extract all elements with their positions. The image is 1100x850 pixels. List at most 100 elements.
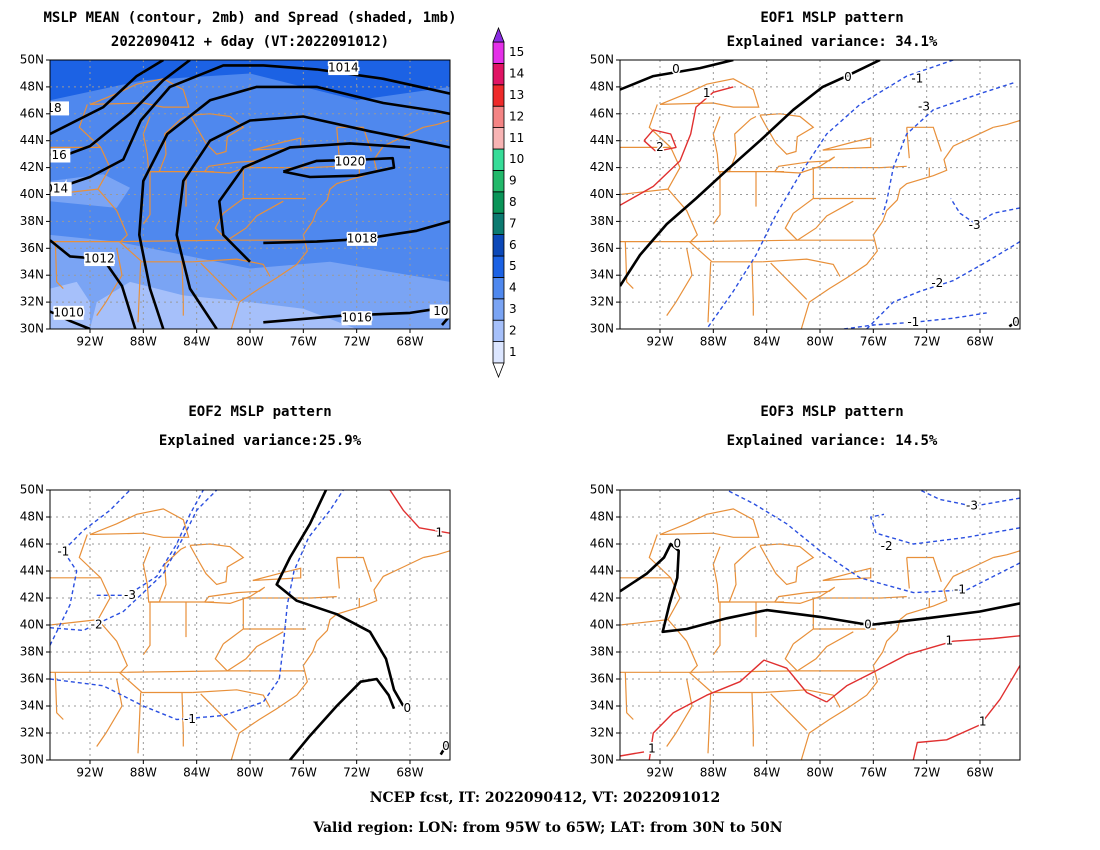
- lat-label: 46N: [20, 106, 44, 120]
- colorbar-label: 10: [509, 152, 524, 166]
- label-box: [335, 155, 365, 170]
- border: [620, 670, 875, 673]
- contour-label: 0: [442, 739, 450, 753]
- contour: [389, 490, 450, 534]
- lat-label: 38N: [590, 645, 614, 659]
- border: [252, 137, 302, 151]
- border: [624, 241, 634, 290]
- border: [50, 670, 305, 673]
- border: [648, 534, 681, 620]
- lon-label: 76W: [860, 335, 887, 349]
- lat-label: 42N: [20, 591, 44, 605]
- colorbar-swatch: [492, 276, 505, 300]
- lat-label: 34N: [20, 699, 44, 713]
- lon-label: 68W: [396, 335, 423, 349]
- footer-line: NCEP fcst, IT: 2022090412, VT: 202209101…: [370, 790, 721, 806]
- contour-label: 1: [436, 526, 444, 540]
- border: [993, 550, 1020, 559]
- contour: [439, 743, 449, 756]
- border: [423, 550, 450, 559]
- label-box: [347, 231, 377, 246]
- colorbar-swatch: [492, 212, 505, 235]
- lat-label: 32N: [590, 726, 614, 740]
- contour-label: 1016: [341, 311, 372, 325]
- lon-label: 92W: [646, 766, 673, 780]
- border: [142, 546, 187, 603]
- colorbar-label: 13: [509, 88, 524, 102]
- contour: [138, 85, 450, 329]
- border: [792, 598, 814, 645]
- contour-label: -1: [911, 71, 923, 85]
- contour: [288, 677, 396, 760]
- lon-label: 72W: [913, 335, 940, 349]
- lat-label: 32N: [590, 295, 614, 309]
- border: [620, 239, 875, 243]
- colorbar-label: 1: [509, 345, 517, 359]
- border: [770, 262, 808, 300]
- contour-label: 1: [979, 715, 987, 729]
- border: [50, 239, 305, 243]
- border: [792, 167, 814, 214]
- colorbar-label: 4: [509, 281, 517, 295]
- lat-label: 30N: [20, 322, 44, 336]
- border: [50, 619, 99, 626]
- contour-label: 0: [672, 62, 680, 76]
- colorbar-swatch: [492, 255, 505, 278]
- border: [336, 556, 372, 582]
- border: [751, 692, 754, 747]
- colorbar-swatch: [492, 127, 505, 150]
- lon-label: 72W: [913, 766, 940, 780]
- contour: [643, 129, 677, 153]
- colorbar-swatch: [492, 234, 505, 257]
- border: [189, 543, 245, 586]
- border: [97, 188, 129, 243]
- border: [688, 671, 763, 694]
- border: [667, 188, 699, 243]
- colorbar-label: 5: [509, 259, 517, 273]
- border: [97, 619, 129, 673]
- contour: [263, 307, 437, 324]
- lat-label: 40N: [20, 618, 44, 632]
- lat-label: 48N: [590, 510, 614, 524]
- contour-label: -3: [969, 218, 981, 232]
- contour-label: -3: [966, 499, 978, 513]
- lat-label: 42N: [590, 160, 614, 174]
- border: [336, 127, 340, 159]
- colorbar-label: 3: [509, 302, 517, 316]
- panel-title: EOF2 MSLP pattern: [188, 404, 331, 420]
- contour-label: 1020: [335, 155, 366, 169]
- border: [712, 546, 757, 603]
- contour-label: -2: [931, 276, 943, 290]
- border: [796, 200, 854, 241]
- lat-label: 46N: [590, 537, 614, 551]
- contour: [50, 490, 218, 632]
- contour-label: -1: [184, 712, 196, 726]
- border: [226, 631, 284, 672]
- contour: [620, 751, 645, 757]
- lon-label: 88W: [700, 766, 727, 780]
- lat-label: 34N: [590, 268, 614, 282]
- lon-label: 92W: [646, 335, 673, 349]
- lat-label: 50N: [20, 53, 44, 67]
- contour-label: 0: [1012, 315, 1020, 329]
- contour: [826, 635, 1020, 703]
- border: [813, 596, 907, 599]
- colorbar-cap: [492, 362, 505, 379]
- border: [712, 602, 721, 656]
- lat-label: 36N: [590, 672, 614, 686]
- colorbar-label: 7: [509, 216, 517, 230]
- lon-label: 76W: [290, 335, 317, 349]
- border: [707, 261, 712, 323]
- border: [226, 200, 284, 241]
- lat-label: 38N: [20, 214, 44, 228]
- panel-title: EOF1 MSLP pattern: [760, 10, 903, 26]
- label-box: [53, 305, 84, 320]
- border: [89, 508, 190, 538]
- lon-label: 84W: [753, 766, 780, 780]
- contour-label: 1010: [53, 305, 84, 319]
- contour: [620, 542, 1020, 634]
- contour: [50, 60, 164, 136]
- colorbar-label: 6: [509, 238, 517, 252]
- lon-label: 84W: [183, 766, 210, 780]
- border: [751, 261, 754, 316]
